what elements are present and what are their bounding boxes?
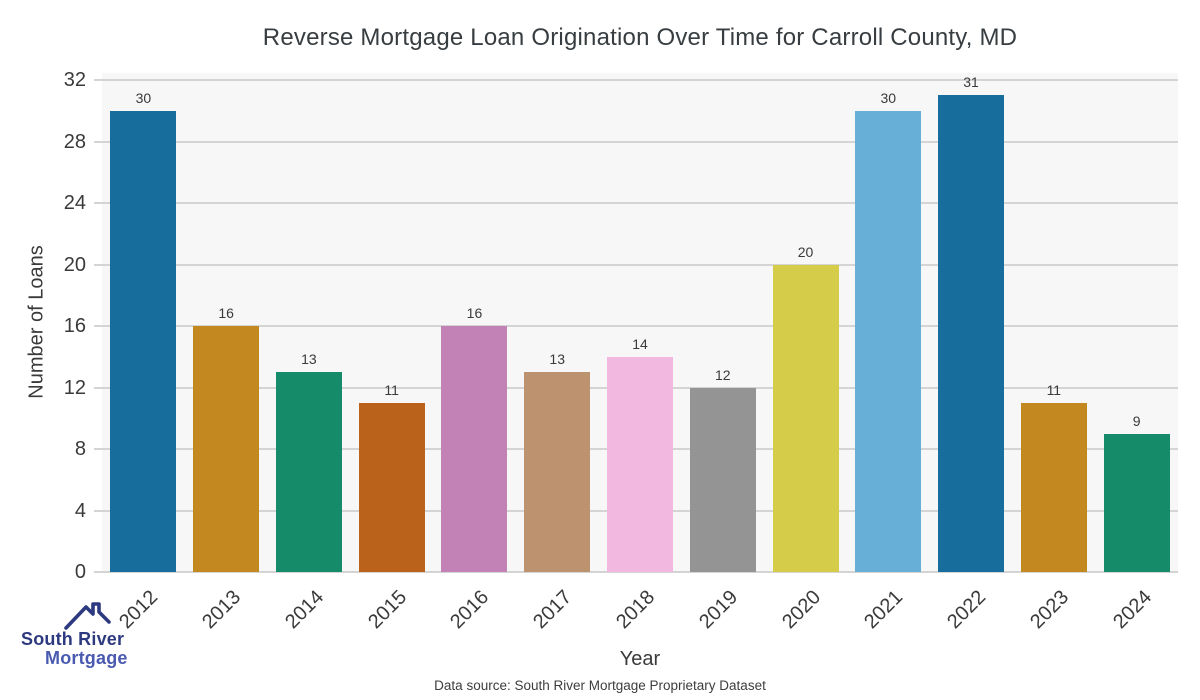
x-tick-label-2013: 2013	[198, 586, 246, 634]
y-tick-mark-28	[94, 140, 102, 143]
x-tick-label-2018: 2018	[612, 586, 660, 634]
y-tick-mark-8	[94, 448, 102, 450]
y-tick-label-12: 12	[63, 376, 86, 399]
y-tick-label-0: 0	[74, 561, 86, 583]
bar-2015	[358, 402, 425, 572]
y-tick-label-16: 16	[63, 315, 86, 337]
chart-title: Reverse Mortgage Loan Origination Over T…	[262, 24, 1018, 51]
bar-value-label-2021: 30	[880, 89, 897, 106]
bar-value-label-2020: 20	[797, 243, 814, 260]
y-tick-mark-4	[94, 509, 102, 512]
y-tick-mark-0	[94, 571, 102, 573]
gridline-y-20	[102, 263, 1178, 266]
bar-value-label-2016: 16	[466, 305, 483, 321]
bar-value-label-2014: 13	[301, 351, 317, 368]
y-tick-mark-32	[94, 79, 102, 81]
y-tick-label-8: 8	[74, 438, 86, 460]
south-river-mortgage-logo: South River Mortgage	[14, 600, 144, 668]
bar-2024	[1103, 433, 1170, 572]
bar-2018	[607, 356, 673, 572]
x-tick-label-2021: 2021	[860, 586, 908, 634]
x-tick-label-2022: 2022	[943, 586, 991, 634]
y-tick-label-28: 28	[63, 130, 86, 153]
bar-value-label-2019: 12	[714, 366, 731, 383]
y-tick-label-24: 24	[63, 192, 86, 214]
bar-value-label-2015: 11	[384, 381, 399, 398]
bar-value-label-2022: 31	[963, 74, 979, 91]
bar-2022	[938, 95, 1005, 572]
y-tick-label-20: 20	[63, 253, 86, 276]
x-tick-label-2020: 2020	[777, 586, 825, 634]
x-tick-label-2019: 2019	[694, 586, 742, 634]
bar-value-label-2024: 9	[1132, 412, 1141, 429]
y-tick-mark-24	[94, 202, 102, 204]
y-tick-mark-20	[94, 263, 102, 266]
gridline-y-24	[102, 202, 1178, 204]
bar-2019	[689, 387, 756, 572]
y-tick-mark-12	[94, 386, 102, 389]
plot-area: 30 16 13 11 16 13 14 12 20 30 31 11 9	[102, 73, 1178, 573]
logo-text-mortgage: Mortgage	[45, 648, 128, 668]
bar-value-label-2017: 13	[549, 351, 565, 368]
x-tick-label-2017: 2017	[529, 586, 577, 634]
x-tick-label-2016: 2016	[446, 586, 494, 634]
bar-2021	[855, 110, 922, 572]
x-axis-label: Year	[619, 648, 661, 670]
bar-value-label-2012: 30	[135, 89, 152, 106]
x-tick-label-2024: 2024	[1108, 586, 1156, 634]
bar-2016	[441, 326, 508, 572]
y-tick-label-4: 4	[74, 499, 86, 522]
bar-2013	[193, 326, 260, 572]
logo-text-south-river: South River	[21, 629, 125, 649]
bar-2017	[524, 372, 591, 572]
gridline-y-0	[102, 571, 1178, 573]
x-tick-label-2015: 2015	[363, 586, 411, 634]
gridline-y-32	[102, 79, 1178, 81]
gridline-y-28	[102, 140, 1178, 143]
house-roof-icon	[64, 602, 111, 630]
x-tick-label-2023: 2023	[1025, 586, 1074, 634]
bar-value-label-2018: 14	[632, 335, 648, 352]
x-tick-label-2014: 2014	[281, 586, 329, 634]
bar-2014	[275, 372, 342, 572]
bar-value-label-2013: 16	[218, 305, 234, 321]
bar-value-label-2023: 11	[1046, 381, 1062, 398]
gridline-y-16	[102, 325, 1178, 327]
y-tick-mark-16	[94, 325, 102, 327]
bar-2020	[772, 264, 839, 572]
data-source-note: Data source: South River Mortgage Propri…	[434, 678, 766, 693]
bar-2023	[1020, 402, 1087, 572]
bar-2012	[110, 110, 177, 572]
y-tick-label-32: 32	[63, 69, 86, 91]
